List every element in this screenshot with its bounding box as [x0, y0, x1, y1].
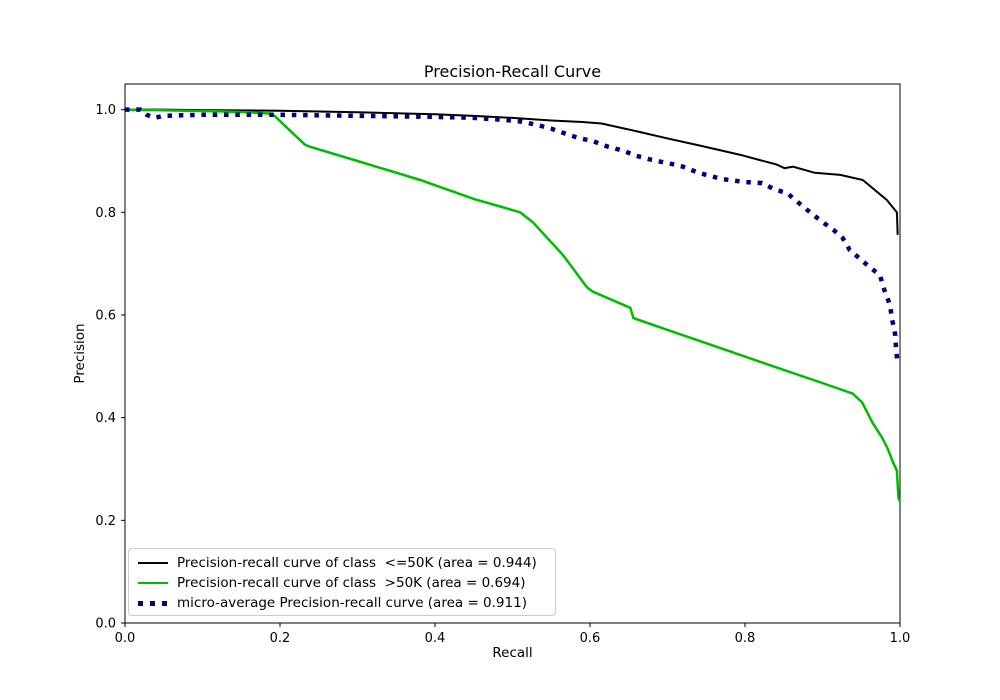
x-tick-label: 1.0: [890, 631, 911, 646]
y-tick-label: 0.8: [95, 206, 116, 221]
y-tick-label: 0.6: [95, 309, 116, 324]
y-tick-label: 0.2: [95, 514, 116, 529]
legend-item-class-le50k: Precision-recall curve of class <=50K (a…: [138, 553, 546, 573]
y-axis-label: Precision: [72, 323, 88, 383]
y-tick-label: 1.0: [95, 103, 116, 118]
curve-micro-average: [125, 107, 900, 364]
chart-title: Precision-Recall Curve: [424, 62, 601, 81]
legend-label-class-gt50k: Precision-recall curve of class >50K (ar…: [177, 575, 526, 591]
legend-dotted-sample-navy: [138, 600, 168, 606]
legend-line-sample-black: [138, 561, 168, 565]
legend-line-sample-green: [138, 581, 168, 585]
y-tick-label: 0.4: [95, 411, 116, 426]
legend: Precision-recall curve of class <=50K (a…: [128, 548, 556, 616]
legend-label-class-le50k: Precision-recall curve of class <=50K (a…: [177, 555, 537, 571]
x-tick-label: 0.2: [270, 631, 291, 646]
curves: [124, 107, 901, 502]
curve-class-gt50k: [124, 108, 901, 502]
axes-frame: [124, 83, 901, 624]
x-tick-label: 0.0: [115, 631, 136, 646]
axis-ticks: 0.0 0.2 0.4 0.6 0.8 1.0 0.0 0.2 0.4 0.6 0.8 1.0: [95, 103, 910, 646]
legend-label-micro-average: micro-average Precision-recall curve (ar…: [177, 595, 527, 611]
x-tick-label: 0.4: [425, 631, 446, 646]
x-tick-label: 0.8: [735, 631, 756, 646]
legend-item-class-gt50k: Precision-recall curve of class >50K (ar…: [138, 573, 546, 593]
legend-item-micro-average: micro-average Precision-recall curve (ar…: [138, 593, 546, 613]
x-axis-label: Recall: [492, 645, 532, 661]
y-tick-label: 0.0: [95, 617, 116, 632]
curve-class-le50k: [125, 108, 899, 235]
x-tick-label: 0.6: [580, 631, 601, 646]
